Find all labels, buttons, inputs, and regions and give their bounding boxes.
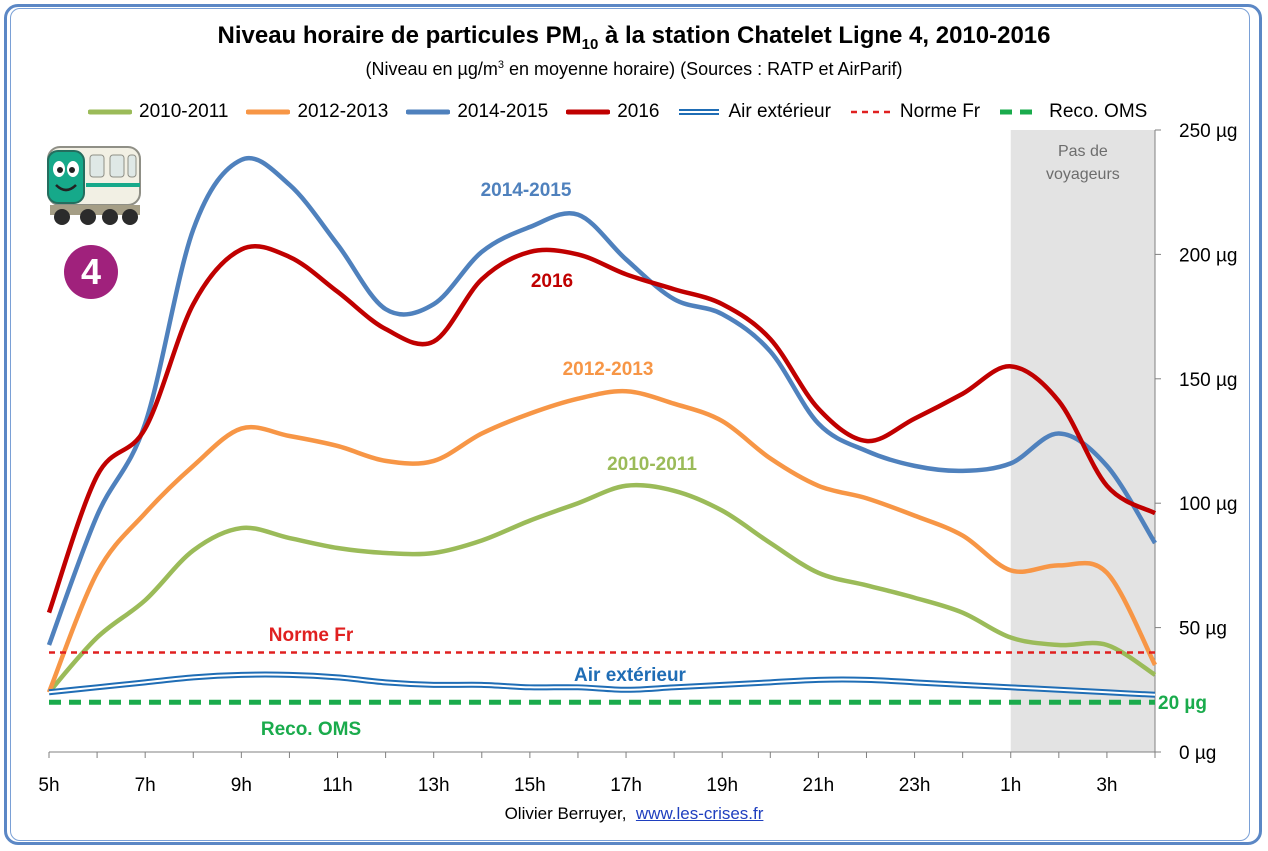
y-tick-label: 200 µg: [1179, 245, 1238, 266]
legend-swatch: [246, 109, 291, 115]
legend-item: Norme Fr: [849, 101, 980, 123]
legend-label: Air extérieur: [728, 101, 831, 122]
credit-link[interactable]: www.les-crises.fr: [635, 804, 764, 823]
legend-item: 2016: [566, 101, 659, 123]
series-label-2016: 2016: [531, 271, 573, 292]
title-subscript: 10: [581, 35, 599, 53]
legend-label: 2016: [617, 101, 660, 122]
y-tick-label: 150 µg: [1179, 370, 1238, 391]
x-tick-label: 3h: [1096, 775, 1117, 796]
chart-credit: Olivier Berruyer, www.les-crises.fr: [0, 804, 1268, 824]
legend-item: 2014-2015: [406, 101, 548, 123]
subtitle-superscript: 3: [497, 59, 505, 71]
title-main: Niveau horaire de particules PM: [217, 22, 582, 49]
subtitle-before: (Niveau en µg/m: [365, 59, 498, 79]
x-tick-label: 7h: [135, 775, 156, 796]
legend-swatch: [1000, 109, 1041, 115]
legend-swatch: [566, 109, 611, 115]
series-label-2012-2013: 2012-2013: [563, 359, 654, 380]
series-line-2014-2015: [46, 155, 1157, 646]
legend-item: 2010-2011: [88, 101, 228, 123]
legend-label: Norme Fr: [899, 101, 981, 122]
metro-train-icon: [38, 137, 146, 232]
chart-legend: 2010-2011 2012-2013 2014-2015 2016 Air extér…: [88, 100, 1165, 124]
region-label-line1: Pas de: [1058, 143, 1108, 160]
x-tick-label: 9h: [231, 775, 252, 796]
series-label-air-ext-rieur: Air extérieur: [574, 665, 687, 686]
y-tick-label: 250 µg: [1179, 121, 1238, 142]
x-tick-label: 1h: [1000, 775, 1021, 796]
x-tick-label: 23h: [899, 775, 931, 796]
series-line-2010-2011: [47, 482, 1157, 694]
legend-item: Air extérieur: [677, 101, 831, 123]
legend-label: 2010-2011: [139, 101, 229, 122]
series-label-reco-oms: Reco. OMS: [261, 719, 361, 740]
oms-value-annotation: 20 µg: [1158, 693, 1207, 714]
credit-author: Olivier Berruyer,: [504, 804, 627, 823]
x-tick-label: 5h: [38, 775, 59, 796]
series-label-norme-fr: Norme Fr: [269, 625, 354, 646]
series-label-2014-2015: 2014-2015: [481, 180, 572, 201]
subtitle-after: en moyenne horaire) (Sources : RATP et A…: [504, 59, 903, 79]
x-tick-label: 19h: [706, 775, 738, 796]
series-line-inner-air-ext-rieur: [48, 673, 1156, 696]
legend-label: 2012-2013: [297, 101, 389, 122]
legend-swatch: [406, 109, 451, 115]
legend-label: 2014-2015: [457, 101, 549, 122]
region-label-line2: voyageurs: [1046, 166, 1120, 183]
y-tick-label: 50 µg: [1179, 619, 1227, 640]
legend-item: Reco. OMS: [998, 101, 1147, 123]
title-rest: à la station Chatelet Ligne 4, 2010-2016: [598, 22, 1051, 49]
chart-title: Niveau horaire de particules PM10 à la s…: [0, 22, 1268, 53]
series-line-2016: [46, 244, 1157, 614]
x-tick-label: 13h: [418, 775, 450, 796]
metro-line-badge: 4: [64, 245, 118, 299]
x-tick-label: 21h: [803, 775, 835, 796]
legend-label: Reco. OMS: [1049, 101, 1148, 122]
x-tick-label: 11h: [322, 775, 352, 796]
legend-swatch: [88, 109, 132, 115]
y-tick-label: 0 µg: [1179, 743, 1216, 764]
chart-frame-inner: [10, 8, 1250, 841]
legend-item: 2012-2013: [246, 101, 388, 123]
chart-subtitle: (Niveau en µg/m3 en moyenne horaire) (So…: [0, 59, 1268, 80]
legend-swatch: [850, 110, 891, 114]
y-tick-label: 100 µg: [1179, 494, 1238, 515]
x-tick-label: 15h: [514, 775, 546, 796]
series-line-2012-2013: [46, 388, 1157, 694]
x-tick-label: 17h: [610, 775, 642, 796]
series-label-2010-2011: 2010-2011: [607, 454, 697, 475]
legend-swatch: [679, 109, 720, 115]
